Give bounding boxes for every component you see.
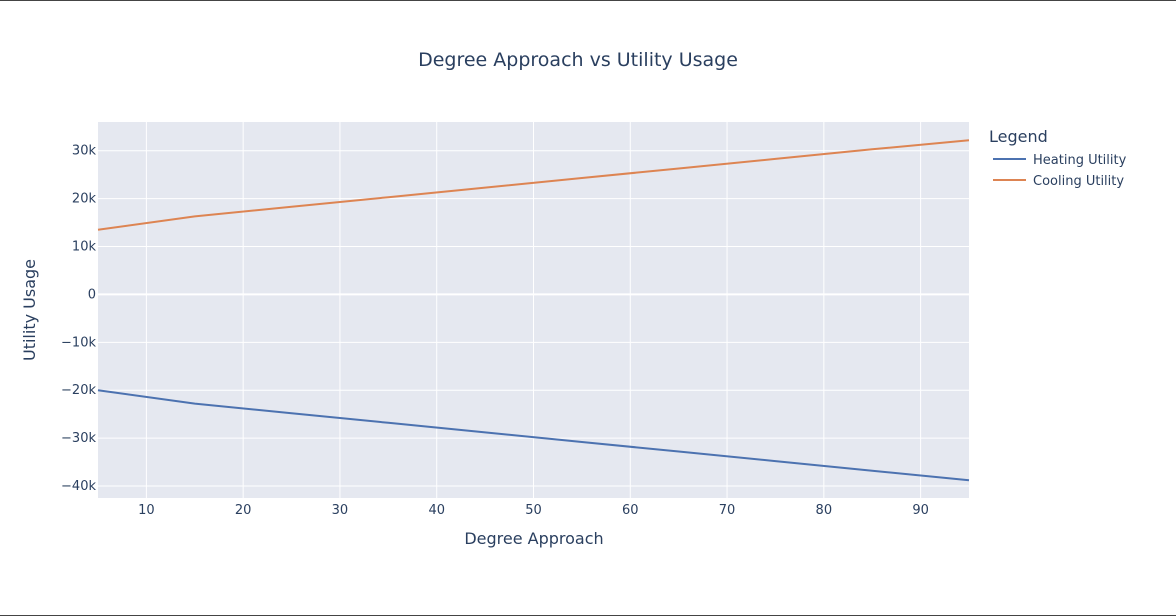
series-line-1[interactable] xyxy=(97,139,970,231)
gridlines xyxy=(98,122,969,498)
y-tick-label: −40k xyxy=(61,479,96,494)
x-tick-label: 60 xyxy=(622,503,639,518)
series-line-0[interactable] xyxy=(97,389,970,482)
y-tick-label: 0 xyxy=(88,287,96,302)
series-lines xyxy=(97,139,970,482)
x-tick-label: 80 xyxy=(816,503,833,518)
x-tick-label: 10 xyxy=(138,503,155,518)
chart-title: Degree Approach vs Utility Usage xyxy=(418,49,738,71)
y-axis-title: Utility Usage xyxy=(20,259,39,361)
legend-item-label[interactable]: Cooling Utility xyxy=(1033,174,1124,189)
legend[interactable]: Legend Heating Utility Cooling Utility xyxy=(989,127,1127,189)
x-tick-label: 50 xyxy=(525,503,542,518)
y-tick-label: 20k xyxy=(72,192,97,207)
x-tick-label: 40 xyxy=(428,503,445,518)
x-tick-label: 30 xyxy=(332,503,349,518)
x-tick-label: 20 xyxy=(235,503,252,518)
x-axis-ticks: 10 20 30 40 50 60 70 80 90 xyxy=(138,503,929,518)
x-tick-label: 90 xyxy=(912,503,929,518)
x-tick-label: 70 xyxy=(719,503,736,518)
legend-item-label[interactable]: Heating Utility xyxy=(1033,153,1127,168)
y-axis-ticks: 30k 20k 10k 0 −10k −20k −30k −40k xyxy=(61,144,96,494)
x-axis-title: Degree Approach xyxy=(464,529,603,548)
y-tick-label: 10k xyxy=(72,240,97,255)
y-tick-label: 30k xyxy=(72,144,97,159)
y-tick-label: −30k xyxy=(61,431,96,446)
y-tick-label: −20k xyxy=(61,383,96,398)
y-tick-label: −10k xyxy=(61,335,96,350)
legend-title: Legend xyxy=(989,127,1048,146)
